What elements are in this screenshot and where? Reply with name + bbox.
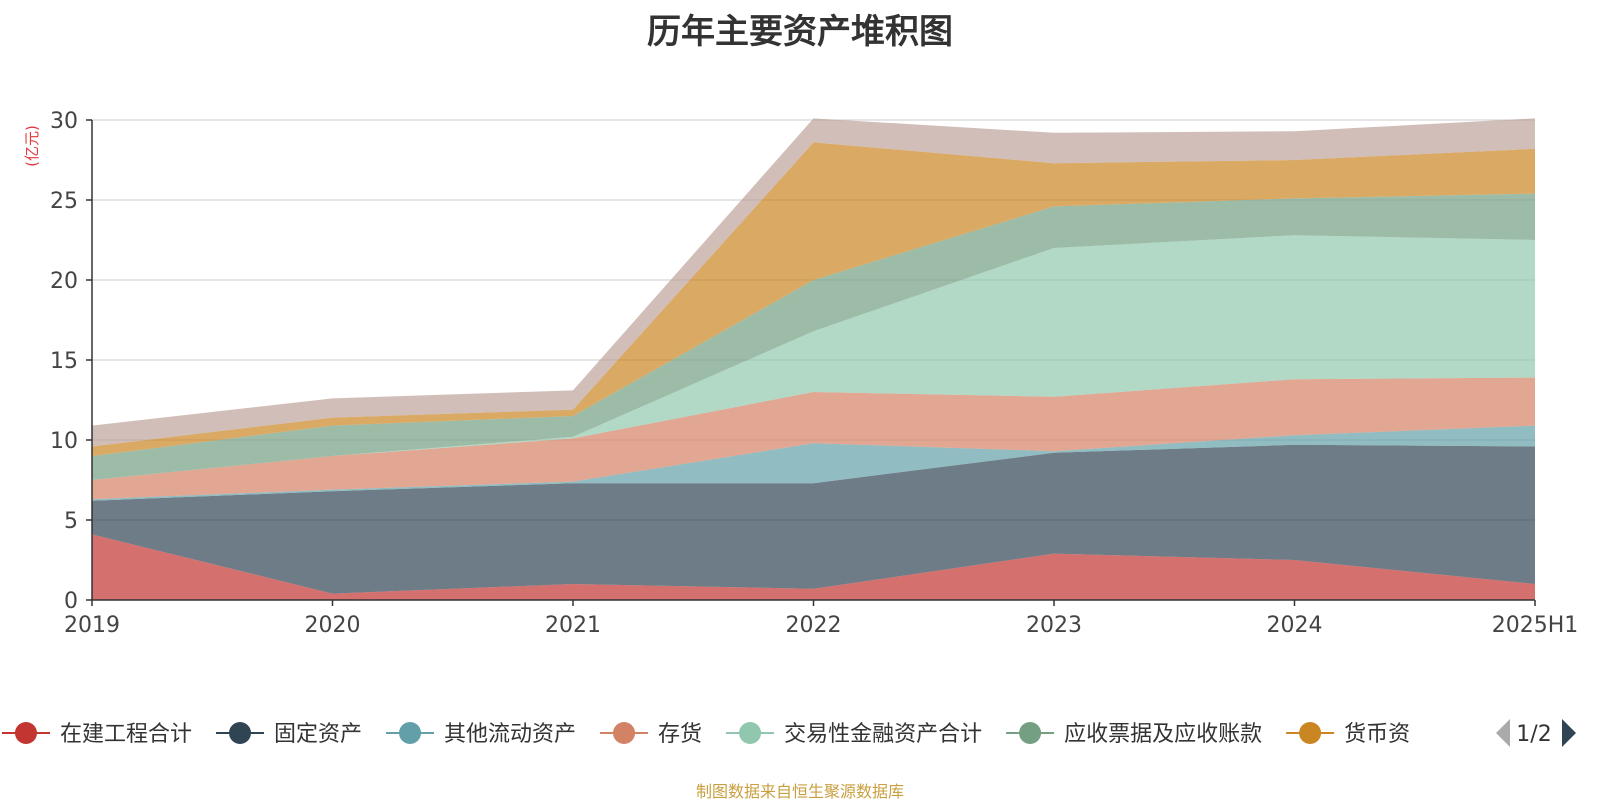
- legend-label: 固定资产: [274, 722, 362, 747]
- y-tick-label: 30: [50, 109, 78, 134]
- y-tick-label: 25: [50, 189, 78, 214]
- y-axis-unit-label: (亿元): [23, 125, 41, 167]
- legend-item[interactable]: 货币资: [1286, 722, 1410, 747]
- legend-prev-page-icon[interactable]: [1496, 719, 1510, 747]
- x-tick-label: 2025H1: [1492, 613, 1579, 638]
- y-tick-label: 10: [50, 429, 78, 454]
- legend-circle-marker: [399, 722, 422, 744]
- legend-label: 其他流动资产: [444, 722, 576, 747]
- x-tick-label: 2023: [1026, 613, 1082, 638]
- legend-circle-marker: [229, 722, 252, 744]
- area-交易性金融资产合计: [92, 235, 1535, 480]
- legend-item[interactable]: 应收票据及应收账款: [1006, 722, 1262, 747]
- legend-item[interactable]: 固定资产: [216, 722, 362, 747]
- area-series: [92, 118, 1535, 600]
- x-tick-label: 2021: [545, 613, 601, 638]
- legend-item[interactable]: 交易性金融资产合计: [726, 722, 982, 747]
- legend-item[interactable]: 其他流动资产: [386, 722, 576, 747]
- area-应收票据及应收账款: [92, 193, 1535, 480]
- legend-label: 在建工程合计: [60, 722, 192, 747]
- legend-label: 交易性金融资产合计: [784, 722, 982, 747]
- area-货币资金: [92, 142, 1535, 456]
- x-tick-label: 2024: [1267, 613, 1323, 638]
- legend-item[interactable]: 在建工程合计: [2, 722, 192, 747]
- legend-next-page-icon[interactable]: [1562, 719, 1576, 747]
- y-tick-label: 5: [64, 509, 78, 534]
- chart-title: 历年主要资产堆积图: [647, 12, 953, 52]
- area-其他: [92, 118, 1535, 447]
- x-tick-label: 2019: [64, 613, 120, 638]
- y-tick-label: 0: [64, 589, 78, 614]
- area-固定资产: [92, 444, 1535, 594]
- legend-circle-marker: [613, 722, 636, 744]
- legend-circle-marker: [1299, 722, 1322, 744]
- area-其他流动资产: [92, 425, 1535, 501]
- legend-page-indicator: 1/2: [1516, 722, 1551, 747]
- axes: 0 5 10 15 20 25 30 2019 2020 2021 2022 2023 2024 2025…: [23, 109, 1578, 638]
- legend-label: 应收票据及应收账款: [1064, 722, 1262, 747]
- legend-circle-marker: [15, 722, 37, 744]
- area-在建工程合计: [92, 534, 1535, 600]
- source-note: 制图数据来自恒生聚源数据库: [695, 782, 904, 801]
- legend-circle-marker: [739, 722, 762, 744]
- x-tick-label: 2022: [786, 613, 842, 638]
- x-tick-label: 2020: [305, 613, 361, 638]
- y-tick-label: 20: [50, 269, 78, 294]
- legend-label: 存货: [658, 722, 702, 747]
- legend-label: 货币资: [1344, 722, 1410, 747]
- legend-circle-marker: [1019, 722, 1042, 744]
- legend-item[interactable]: 存货: [600, 722, 702, 747]
- area-存货: [92, 377, 1535, 500]
- y-tick-label: 15: [50, 349, 78, 374]
- legend[interactable]: 在建工程合计 固定资产 其他流动资产 存货 交易性金融资产合计 应收票据及应收账款 货币资 1…: [2, 719, 1576, 747]
